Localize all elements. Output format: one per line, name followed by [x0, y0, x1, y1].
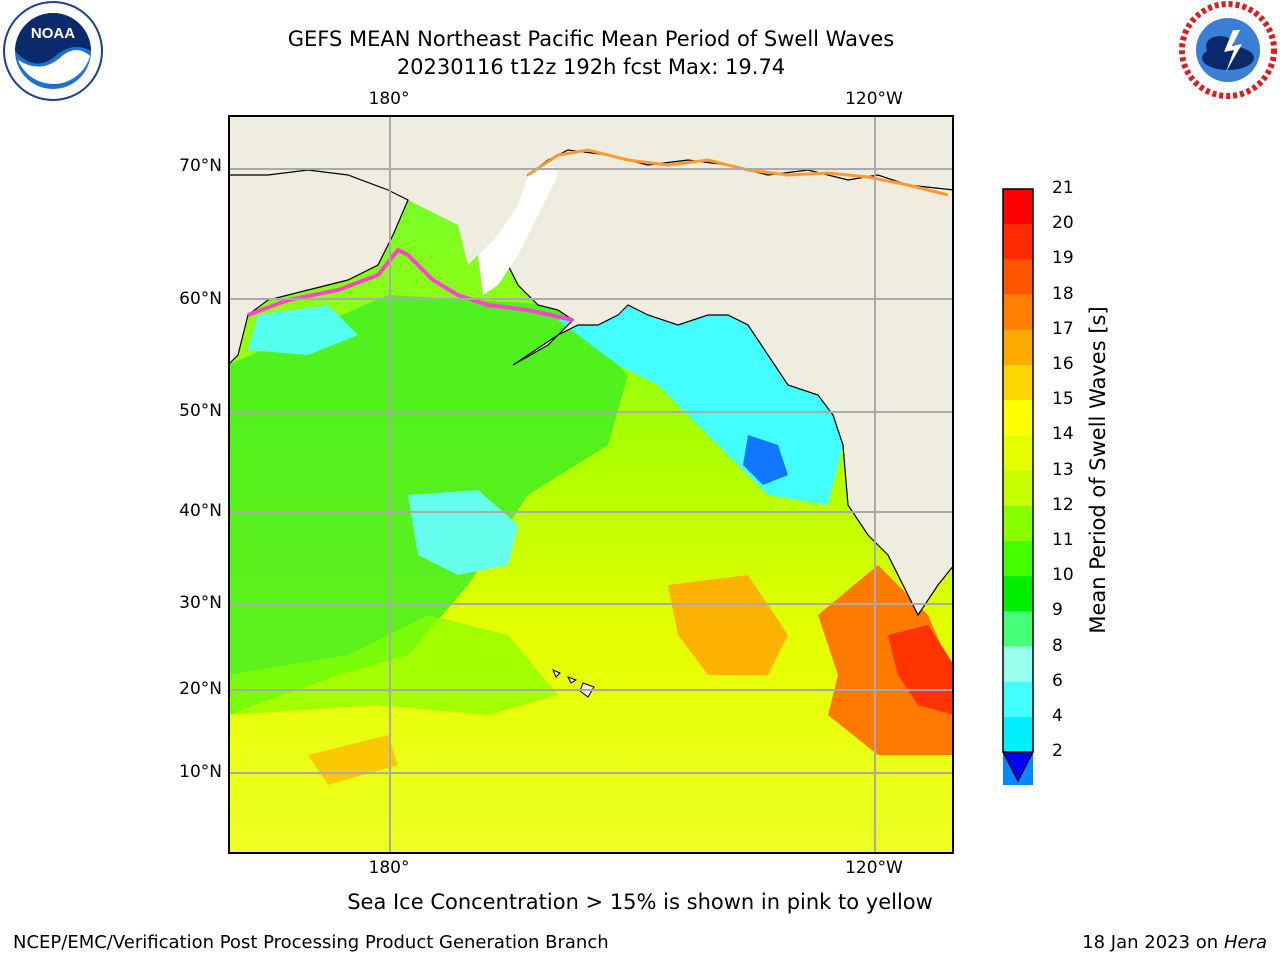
swell-region-blue-patch	[743, 435, 788, 485]
colorbar-segment	[1003, 189, 1033, 225]
colorbar-tick-label: 2	[1052, 741, 1063, 762]
colorbar-tick-label: 13	[1052, 459, 1074, 480]
colorbar-segment	[1003, 224, 1033, 260]
nws-logo	[1178, 0, 1278, 100]
map-panel	[228, 115, 954, 854]
colorbar-segment	[1003, 470, 1033, 507]
colorbar-segment	[1003, 717, 1033, 753]
noaa-logo: NOAA	[2, 0, 104, 102]
lat-label-70n: 70°N	[179, 156, 222, 176]
lat-label-50n: 50°N	[179, 401, 222, 421]
lat-label-60n: 60°N	[179, 289, 222, 309]
colorbar-segment	[1003, 259, 1033, 296]
swell-region-orange-central	[668, 575, 788, 675]
svg-text:NOAA: NOAA	[31, 25, 75, 42]
colorbar-segment	[1003, 611, 1033, 648]
sea-ice-note: Sea Ice Concentration > 15% is shown in …	[347, 890, 933, 914]
colorbar-frame	[1002, 188, 1034, 753]
footer-date: 18 Jan 2023 on	[1082, 932, 1224, 953]
colorbar	[1002, 188, 1034, 785]
colorbar-tick-label: 9	[1052, 600, 1063, 621]
colorbar-segment	[1003, 365, 1033, 401]
colorbar-tick-label: 12	[1052, 494, 1074, 515]
footer-left: NCEP/EMC/Verification Post Processing Pr…	[13, 932, 609, 953]
land-siberia	[228, 169, 409, 366]
colorbar-tick-label: 10	[1052, 565, 1074, 586]
map-frame	[228, 115, 954, 854]
colorbar-tick-label: 6	[1052, 670, 1063, 691]
colorbar-segment	[1003, 576, 1033, 612]
sea-ice-edge-bering	[247, 247, 574, 322]
graticule	[228, 115, 954, 854]
colorbar-segment	[1003, 646, 1033, 683]
no-data-strip	[478, 160, 558, 295]
lon-label-bottom-120w: 120°W	[845, 858, 903, 878]
lat-label-10n: 10°N	[179, 762, 222, 782]
lat-label-30n: 30°N	[179, 593, 222, 613]
swell-region-red-east	[888, 625, 954, 715]
colorbar-tick-label: 14	[1052, 424, 1074, 445]
footer-host: Hera	[1223, 932, 1267, 953]
land-arctic	[228, 115, 954, 265]
lat-label-40n: 40°N	[179, 501, 222, 521]
colorbar-segment	[1003, 541, 1033, 577]
swell-region-cyan-bering	[248, 305, 358, 355]
colorbar-tick-label: 4	[1052, 706, 1063, 726]
colorbar-tick-label: 11	[1052, 530, 1074, 550]
colorbar-tick-label: 8	[1052, 635, 1063, 656]
colorbar-tick-label: 15	[1052, 389, 1074, 410]
colorbar-tick-label: 18	[1052, 283, 1074, 304]
lon-label-bottom-180: 180°	[368, 858, 410, 878]
colorbar-tick-label: 16	[1052, 354, 1074, 374]
chart-title: GEFS MEAN Northeast Pacific Mean Period …	[287, 27, 895, 51]
colorbar-segment	[1003, 329, 1033, 366]
lon-label-top-120w: 120°W	[845, 89, 903, 109]
colorbar-segment	[1003, 435, 1033, 472]
colorbar-segment	[1003, 400, 1033, 436]
colorbar-segment	[1003, 681, 1033, 718]
lat-label-20n: 20°N	[179, 679, 222, 699]
colorbar-label: Mean Period of Swell Waves [s]	[1086, 306, 1110, 634]
colorbar-tick-label: 20	[1052, 213, 1074, 234]
colorbar-tick-label: 17	[1052, 318, 1074, 339]
colorbar-tick-label: 21	[1052, 178, 1074, 198]
land-north-america	[507, 149, 954, 617]
chart-subtitle: 20230116 t12z 192h fcst Max: 19.74	[396, 55, 786, 79]
footer-right: 18 Jan 2023 on Hera	[1082, 932, 1267, 953]
lon-label-top-180: 180°	[368, 89, 410, 109]
colorbar-tick-label: 19	[1052, 248, 1074, 269]
colorbar-segment	[1003, 505, 1033, 542]
colorbar-segment	[1003, 294, 1033, 331]
